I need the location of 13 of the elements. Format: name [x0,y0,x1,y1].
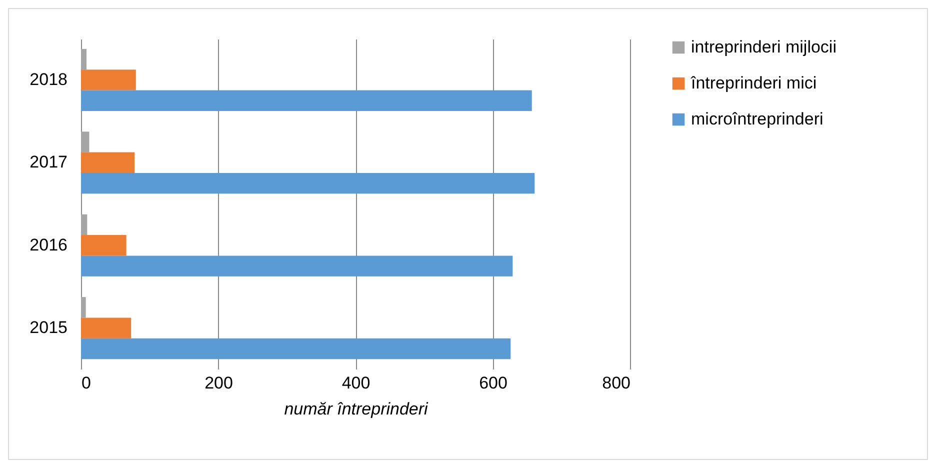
y-tick-label: 2018 [30,70,68,89]
x-tick-label: 0 [82,374,91,392]
legend-label: microîntreprinderi [691,110,824,128]
y-tick-label: 2016 [30,235,68,254]
x-axis-title: număr întreprinderi [284,400,430,418]
y-tick-label: 2017 [30,152,68,172]
x-tick-label: 800 [602,374,630,392]
y-tick-label: 2015 [30,318,68,338]
x-tick-label: 600 [479,374,508,392]
legend-label: intreprinderi mijlocii [691,38,836,56]
x-tick-label: 400 [342,374,370,392]
x-tick-label: 200 [204,374,233,392]
legend-label: întreprinderi mici [690,74,817,92]
